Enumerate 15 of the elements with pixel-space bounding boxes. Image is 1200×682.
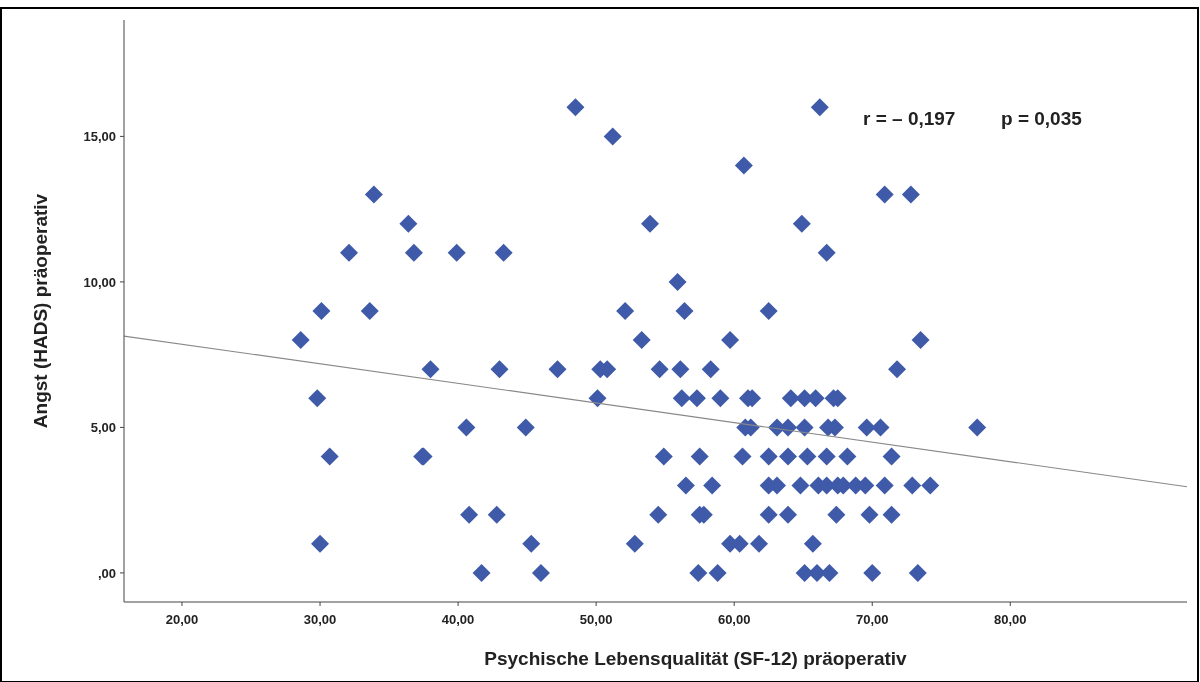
x-tick-label: 30,00 xyxy=(303,612,337,627)
x-tick-label: 40,00 xyxy=(441,612,475,627)
x-tick-label: 60,00 xyxy=(717,612,751,627)
y-tick-label: 5,00 xyxy=(90,420,116,436)
x-tick-label: 20,00 xyxy=(165,612,199,627)
x-tick-label: 70,00 xyxy=(855,612,889,627)
annotation: r = – 0,197 xyxy=(863,108,956,129)
y-axis-title: Angst (HADS) präoperativ xyxy=(30,193,51,429)
annotation: p = 0,035 xyxy=(1001,108,1083,129)
x-tick-label: 80,00 xyxy=(994,612,1027,627)
x-axis-title: Psychische Lebensqualität (SF-12) präoperativ xyxy=(484,648,908,669)
x-tick-label: 50,00 xyxy=(579,612,613,627)
y-tick-label: ,00 xyxy=(97,565,116,581)
y-tick-label: 10,00 xyxy=(83,274,116,290)
y-tick-label: 15,00 xyxy=(83,129,116,145)
